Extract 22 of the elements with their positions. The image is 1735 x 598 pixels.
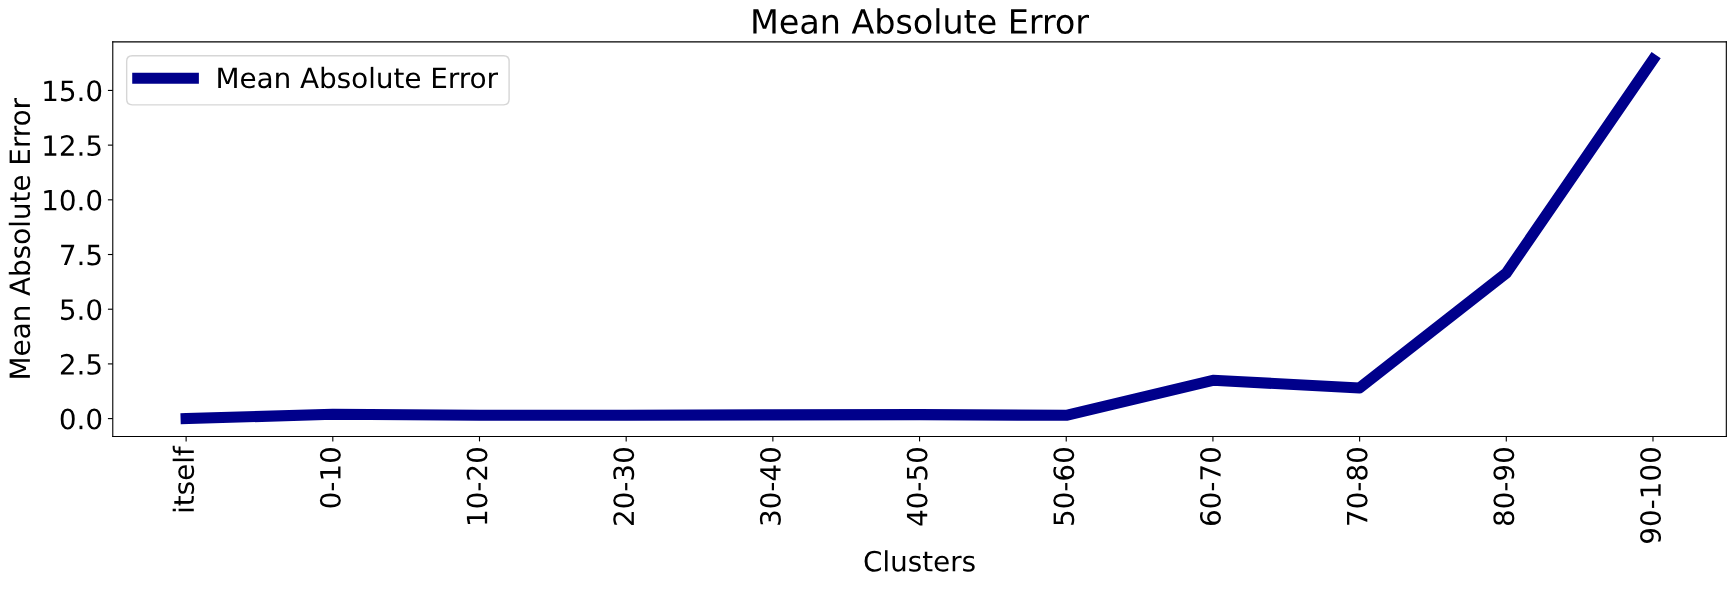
x-tick-label: 40-50 bbox=[906, 448, 928, 526]
y-axis-title: Mean Absolute Error bbox=[8, 97, 31, 378]
legend-label: Mean Absolute Error bbox=[218, 66, 498, 89]
x-tick-label: 30-40 bbox=[759, 448, 781, 525]
x-tick-label: 90-100 bbox=[1640, 448, 1662, 543]
x-tick-label: 20-30 bbox=[613, 448, 635, 525]
y-tick-label: 5.0 bbox=[61, 299, 102, 321]
y-tick-label: 7.5 bbox=[61, 244, 101, 266]
x-tick-label: 0-10 bbox=[319, 448, 341, 508]
y-tick-label: 15.0 bbox=[44, 80, 102, 102]
x-tick-label: 60-70 bbox=[1199, 448, 1221, 526]
y-tick-label: 0.0 bbox=[60, 408, 102, 430]
y-tick-label: 12.5 bbox=[44, 135, 101, 157]
x-tick-label: 10-20 bbox=[466, 448, 488, 524]
x-tick-label: 80-90 bbox=[1493, 448, 1515, 526]
x-axis-title: Clusters bbox=[864, 550, 975, 572]
x-tick-label: 70-80 bbox=[1346, 448, 1368, 525]
x-tick-label: itself bbox=[172, 445, 195, 512]
y-tick-label: 2.5 bbox=[60, 353, 101, 375]
y-tick-label: 10.0 bbox=[44, 189, 102, 211]
x-tick-label: 50-60 bbox=[1053, 448, 1075, 525]
chart-title: Mean Absolute Error bbox=[753, 8, 1090, 34]
